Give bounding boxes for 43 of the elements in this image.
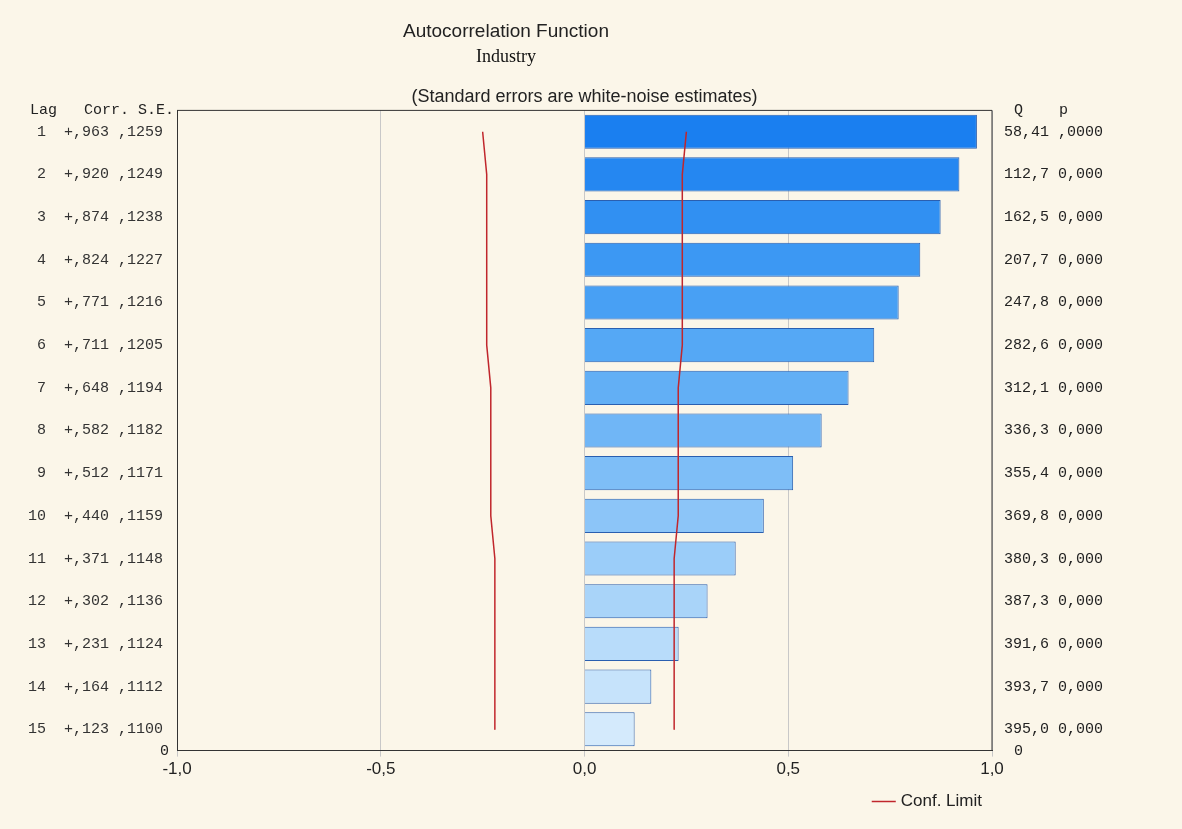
text: 247,8 0,000 <box>1004 294 1104 312</box>
text: 0 <box>1014 742 1024 760</box>
y-tick-label: 2 +,920 ,1249 <box>36 166 164 184</box>
text: 369,8 0,000 <box>1004 507 1104 525</box>
chart-title: Autocorrelation Function <box>403 19 609 41</box>
text: 387,3 0,000 <box>1004 593 1104 611</box>
text: 312,1 0,000 <box>1004 379 1104 397</box>
legend-label: Conf. Limit <box>900 791 983 811</box>
text: 282,6 0,000 <box>1004 337 1104 355</box>
y-tick-label: 1 +,963 ,1259 <box>36 123 164 141</box>
x-tick-label: -0,5 <box>366 759 396 779</box>
text: Q p <box>1014 102 1069 120</box>
text: 58,41 ,0000 <box>1004 123 1104 141</box>
y-tick-label: 4 +,824 ,1227 <box>36 251 164 269</box>
x-tick-label: -1,0 <box>162 759 192 779</box>
text: 112,7 0,000 <box>1004 166 1104 184</box>
y-tick-label: 7 +,648 ,1194 <box>36 379 164 397</box>
text: 336,3 0,000 <box>1004 422 1104 440</box>
y-tick-label: 6 +,711 ,1205 <box>36 337 164 355</box>
text: 395,0 0,000 <box>1004 721 1104 739</box>
text: 162,5 0,000 <box>1004 209 1104 227</box>
chart-subtitle: Industry <box>476 46 536 67</box>
y-tick-label: 3 +,874 ,1238 <box>36 209 164 227</box>
y-tick-label: 15 +,123 ,1100 <box>27 721 164 739</box>
y-tick-label: 5 +,771 ,1216 <box>36 294 164 312</box>
y-tick-label: 13 +,231 ,1124 <box>27 635 164 653</box>
text: 393,7 0,000 <box>1004 678 1104 696</box>
x-tick-label: 1,0 <box>980 759 1004 779</box>
y-tick-label: 9 +,512 ,1171 <box>36 465 164 483</box>
text: 0 <box>160 742 170 760</box>
text: 355,4 0,000 <box>1004 465 1104 483</box>
x-tick-label: 0,5 <box>776 759 801 779</box>
x-tick-label: 0,0 <box>572 759 597 779</box>
text: 207,7 0,000 <box>1004 251 1104 269</box>
y-tick-label: 8 +,582 ,1182 <box>36 422 164 440</box>
text: 391,6 0,000 <box>1004 635 1104 653</box>
y-tick-label: 11 +,371 ,1148 <box>27 550 164 568</box>
y-tick-label: 10 +,440 ,1159 <box>27 507 164 525</box>
y-tick-label: 14 +,164 ,1112 <box>27 678 164 696</box>
y-tick-label: 12 +,302 ,1136 <box>27 593 164 611</box>
text: 380,3 0,000 <box>1004 550 1104 568</box>
text: Lag Corr. S.E. <box>30 102 175 120</box>
text: (Standard errors are white-noise estimates) <box>411 85 758 106</box>
